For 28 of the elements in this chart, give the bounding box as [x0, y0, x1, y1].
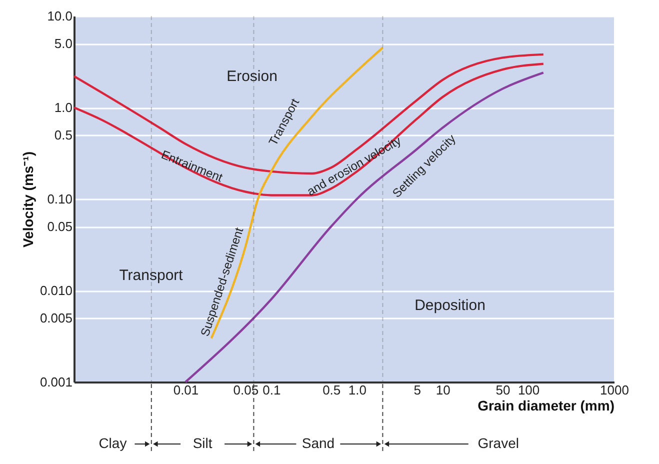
y-tick-label: 0.5: [54, 128, 72, 143]
x-tick-label: 10: [436, 382, 450, 398]
annotation: Transport: [119, 267, 184, 284]
y-tick-label: 0.010: [40, 283, 72, 298]
y-tick-label: 0.005: [40, 310, 72, 326]
text: Silt: [192, 435, 212, 451]
y-tick-label: 0.05: [47, 219, 72, 234]
y-tick-label: 0.10: [47, 192, 72, 206]
x-tick-label: 0.1: [262, 382, 281, 398]
y-tick-label: 5.0: [54, 36, 72, 52]
y-tick-label: 1.0: [54, 100, 72, 115]
text: Sand: [302, 435, 335, 451]
x-tick-label: 0.01: [173, 382, 199, 398]
x-tick-label: 1000: [600, 382, 629, 398]
y-tick-label: 10.0: [47, 8, 72, 24]
annotation: Erosion: [226, 68, 278, 85]
x-tick-label: 0.5: [322, 382, 341, 398]
x-tick-label: 5: [414, 382, 421, 398]
x-tick-label: 100: [518, 382, 540, 398]
annotation: Deposition: [414, 297, 486, 314]
y-tick-label: 0.001: [40, 374, 72, 390]
text: Clay: [98, 435, 127, 451]
x-axis-title: Grain diameter (mm): [478, 398, 614, 414]
x-tick-label: 0.05: [233, 382, 259, 398]
text: Gravel: [478, 435, 519, 451]
x-tick-label: 1.0: [348, 382, 366, 398]
y-axis-title: Velocity (ms⁻¹): [20, 151, 36, 248]
x-tick-label: 50: [496, 382, 510, 398]
